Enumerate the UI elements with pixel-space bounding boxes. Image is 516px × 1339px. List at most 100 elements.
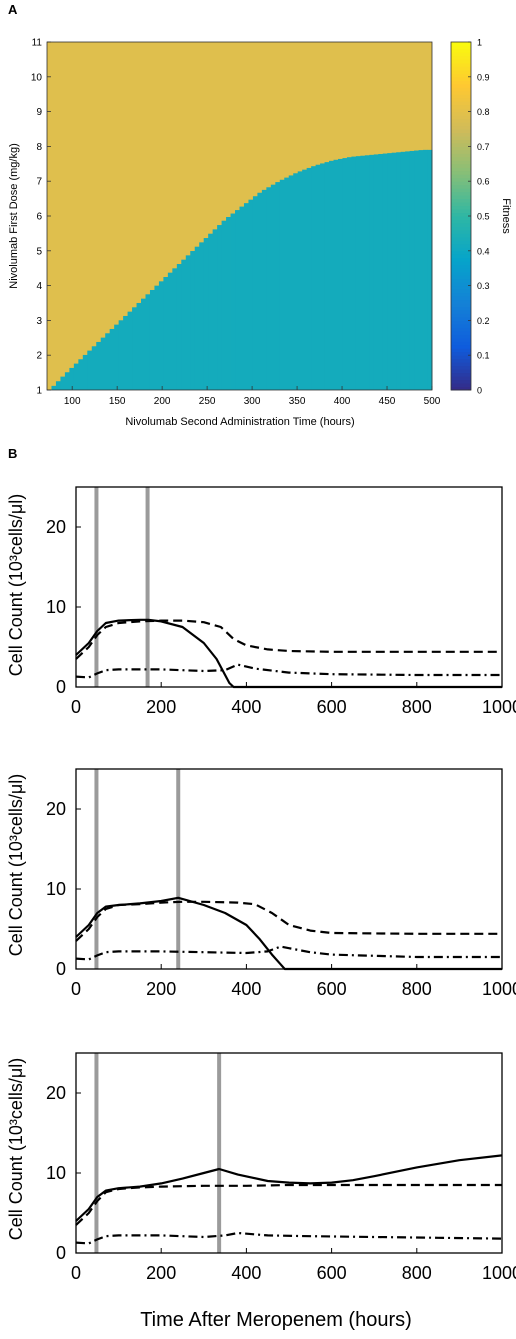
colorbar-tick-label: 0.6: [477, 177, 490, 187]
series-line-dashdot: [75, 663, 502, 679]
colorbar-segment: [451, 289, 471, 294]
colorbar-segment: [451, 358, 471, 363]
colorbar-segment: [451, 292, 471, 297]
colorbar-segment: [451, 191, 471, 196]
colorbar-segment: [451, 261, 471, 266]
heatmap-low-fitness-cell: [69, 367, 75, 390]
heatmap-low-fitness-cell: [82, 354, 88, 390]
heatmap-low-fitness-cell: [190, 251, 196, 390]
colorbar-segment: [451, 351, 471, 356]
heatmap-low-fitness-cell: [172, 268, 178, 390]
heatmap-low-fitness-cell: [226, 217, 231, 390]
heatmap-low-fitness-cell: [212, 229, 218, 390]
heatmap-low-fitness-cell: [154, 285, 160, 390]
colorbar-segment: [451, 108, 471, 113]
heatmap-low-fitness-cell: [221, 220, 227, 390]
heatmap-y-tick-label: 3: [36, 316, 42, 327]
x-tick-label: 0: [71, 697, 81, 717]
colorbar-tick-label: 0.9: [477, 72, 490, 82]
heatmap-low-fitness-cell: [136, 302, 142, 390]
colorbar-segment: [451, 132, 471, 137]
heatmap-low-fitness-cell: [427, 149, 433, 390]
x-tick-label: 600: [317, 1263, 347, 1283]
colorbar-segment: [451, 94, 471, 99]
heatmap-low-fitness-cell: [185, 255, 191, 390]
colorbar-segment: [451, 362, 471, 367]
colorbar-segment: [451, 216, 471, 220]
heatmap-x-axis-label: Nivolumab Second Administration Time (ho…: [125, 416, 354, 428]
heatmap-low-fitness-cell: [203, 238, 209, 390]
heatmap-low-fitness-cell: [360, 155, 366, 390]
colorbar-segment: [451, 222, 471, 227]
heatmap-low-fitness-cell: [414, 150, 419, 390]
heatmap-low-fitness-cell: [243, 203, 249, 390]
line-chart-y-axis-label-3: Cell Count (10³cells/μl): [6, 1058, 26, 1240]
colorbar-segment: [451, 73, 471, 78]
heatmap-low-fitness-cell: [351, 156, 357, 390]
y-tick-label: 20: [46, 517, 66, 537]
colorbar-segment: [451, 177, 471, 182]
colorbar-segment: [451, 229, 471, 234]
colorbar-segment: [451, 170, 471, 175]
heatmap-low-fitness-cell: [275, 182, 281, 390]
colorbar-segment: [451, 181, 471, 186]
colorbar-segment: [451, 254, 471, 259]
colorbar-segment: [451, 233, 471, 238]
colorbar-segment: [451, 330, 471, 335]
heatmap-low-fitness-cell: [167, 272, 173, 390]
heatmap-low-fitness-cell: [355, 156, 361, 390]
heatmap-low-fitness-cell: [109, 328, 115, 390]
colorbar-tick-label: 1: [477, 38, 482, 48]
heatmap-low-fitness-cell: [293, 173, 299, 390]
heatmap-low-fitness-cell: [78, 359, 84, 390]
heatmap-low-fitness-cell: [235, 210, 240, 390]
colorbar-segment: [451, 45, 471, 50]
colorbar-segment: [451, 97, 471, 102]
x-tick-label: 400: [231, 979, 261, 999]
colorbar-segment: [451, 198, 471, 203]
colorbar-segment: [451, 111, 471, 116]
colorbar-segment: [451, 285, 471, 290]
colorbar-segment: [451, 188, 471, 193]
colorbar-segment: [451, 163, 471, 168]
colorbar-segment: [451, 202, 471, 207]
colorbar-segment: [451, 125, 471, 130]
heatmap-low-fitness-cell: [176, 264, 182, 390]
heatmap-low-fitness-cell: [329, 160, 334, 390]
colorbar-segment: [451, 320, 471, 325]
heatmap-low-fitness-cell: [132, 307, 137, 390]
heatmap-y-tick-label: 11: [32, 38, 43, 49]
colorbar-segment: [451, 66, 471, 71]
heatmap-low-fitness-cell: [141, 298, 146, 390]
heatmap-low-fitness-cell: [391, 152, 397, 390]
heatmap-low-fitness-cell: [284, 177, 290, 390]
colorbar-segment: [451, 209, 471, 214]
heatmap-y-tick-label: 7: [36, 177, 42, 188]
colorbar-segment: [451, 135, 471, 140]
colorbar-segment: [451, 52, 471, 57]
colorbar-segment: [451, 42, 471, 46]
colorbar-segment: [451, 268, 471, 273]
heatmap-y-tick-label: 5: [36, 246, 42, 257]
heatmap-panel: 100 150 200 250 300 350 400 450 5001234567891011…: [8, 38, 512, 429]
heatmap-low-fitness-cell: [51, 385, 57, 390]
colorbar-segment: [451, 334, 471, 339]
heatmap-low-fitness-cell: [181, 259, 187, 390]
heatmap-low-fitness-cell: [73, 363, 79, 390]
plot-frame: [75, 1052, 503, 1254]
heatmap-low-fitness-cell: [105, 333, 111, 390]
colorbar-segment: [451, 174, 471, 179]
colorbar-segment: [451, 306, 471, 311]
colorbar-segment: [451, 337, 471, 342]
heatmap-low-fitness-cell: [270, 184, 276, 390]
heatmap-low-fitness-cell: [311, 166, 317, 390]
colorbar-label: Fitness: [500, 198, 512, 234]
colorbar-tick-label: 0.7: [477, 142, 490, 152]
colorbar-segment: [451, 83, 471, 88]
colorbar-segment: [451, 264, 471, 269]
colorbar-segment: [451, 303, 471, 307]
colorbar-tick-label: 0.3: [477, 281, 490, 291]
colorbar-segment: [451, 226, 471, 231]
colorbar-segment: [451, 323, 471, 328]
